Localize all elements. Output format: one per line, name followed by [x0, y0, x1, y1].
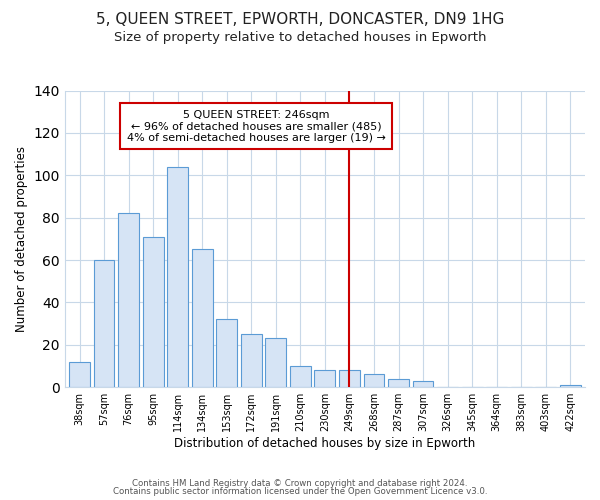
Text: Size of property relative to detached houses in Epworth: Size of property relative to detached ho… — [114, 31, 486, 44]
Bar — [413, 381, 433, 387]
Bar — [314, 370, 335, 387]
Bar — [167, 167, 188, 387]
Bar — [241, 334, 262, 387]
Bar — [339, 370, 360, 387]
Bar — [364, 374, 385, 387]
Text: 5, QUEEN STREET, EPWORTH, DONCASTER, DN9 1HG: 5, QUEEN STREET, EPWORTH, DONCASTER, DN9… — [96, 12, 504, 28]
Text: 5 QUEEN STREET: 246sqm
← 96% of detached houses are smaller (485)
4% of semi-det: 5 QUEEN STREET: 246sqm ← 96% of detached… — [127, 110, 386, 143]
Bar — [192, 250, 212, 387]
Bar — [143, 236, 164, 387]
Text: Contains HM Land Registry data © Crown copyright and database right 2024.: Contains HM Land Registry data © Crown c… — [132, 478, 468, 488]
Bar — [290, 366, 311, 387]
Text: Contains public sector information licensed under the Open Government Licence v3: Contains public sector information licen… — [113, 488, 487, 496]
Bar — [388, 378, 409, 387]
Bar — [217, 320, 237, 387]
Bar — [265, 338, 286, 387]
Bar — [118, 214, 139, 387]
Y-axis label: Number of detached properties: Number of detached properties — [15, 146, 28, 332]
Bar — [69, 362, 90, 387]
Bar — [560, 385, 581, 387]
X-axis label: Distribution of detached houses by size in Epworth: Distribution of detached houses by size … — [174, 437, 476, 450]
Bar — [94, 260, 115, 387]
